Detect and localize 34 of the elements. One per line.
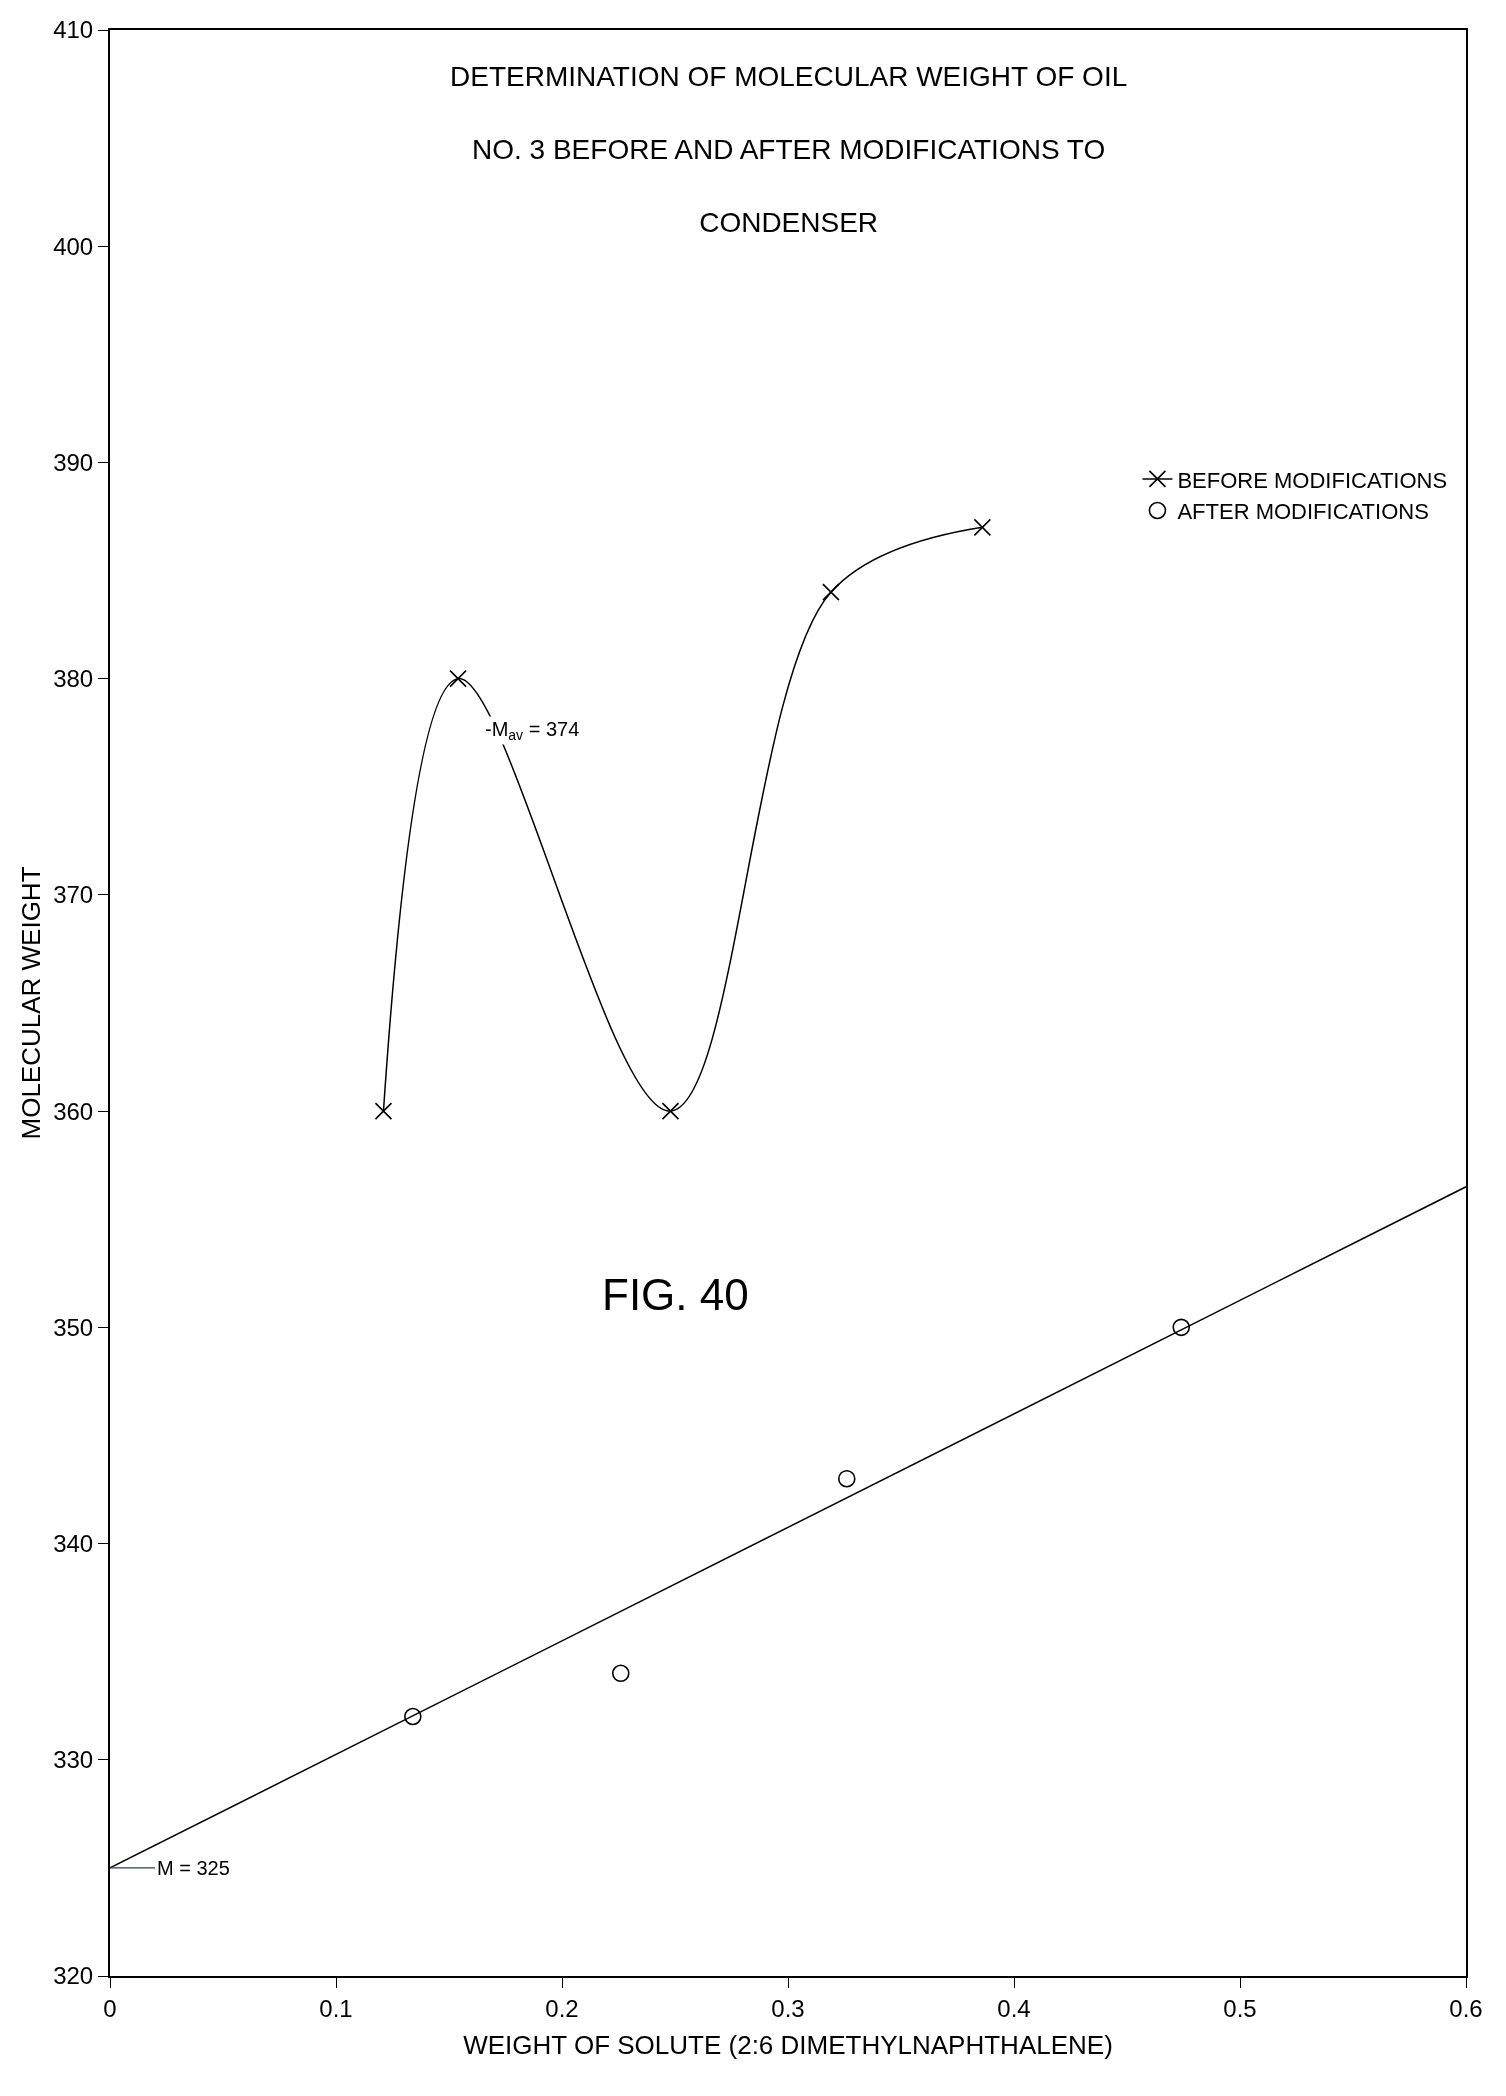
point (449, 669, 467, 688)
y-tick-label: 400 (53, 232, 94, 260)
y-tick-label: 320 (53, 1962, 94, 1990)
y-tick-label: 350 (53, 1313, 94, 1341)
y-tick-label: 330 (53, 1746, 94, 1774)
chart-title: DETERMINATION OF MOLECULAR WEIGHT OF OIL NO. 3 BEFORE AND AFTER MODIFICATIONS TO CONDENSER (450, 61, 1128, 238)
point (374, 1102, 393, 1120)
x-tick-label: 0.5 (1223, 1994, 1257, 2022)
x-tick-label: 0.4 (997, 1994, 1031, 2022)
x-tick-label: 0.6 (1449, 1994, 1483, 2022)
y-tick-label: 390 (53, 448, 94, 476)
y-tick-label: 360 (53, 1097, 94, 1125)
point (661, 1102, 680, 1120)
legend-label: AFTER MODIFICATIONS (1177, 499, 1429, 525)
point (837, 1469, 856, 1488)
x-tick-label: 0.3 (771, 1994, 805, 2022)
x-axis-title: WEIGHT OF SOLUTE (2:6 DIMETHYLNAPHTHALENE) (463, 2030, 1113, 2060)
point (404, 1707, 422, 1726)
point (1172, 1318, 1191, 1337)
x-tick-label: 0.2 (545, 1994, 579, 2022)
y-tick-label: 370 (53, 881, 94, 909)
annotation: FIG. 40 (602, 1270, 749, 1319)
y-axis-title: MOLECULAR WEIGHT (16, 866, 47, 1140)
y-tick-label: 340 (53, 1529, 94, 1557)
point (822, 583, 840, 601)
legend-label: BEFORE MODIFICATIONS (1177, 467, 1448, 493)
point (611, 1664, 630, 1683)
y-tick-label: 410 (53, 16, 94, 44)
annotation: M = 325 (157, 1857, 230, 1879)
annotation: -M$_{av}$ = 374 (485, 718, 580, 744)
x-tick-label: 0 (103, 1994, 117, 2022)
x-tick-label: 0.1 (319, 1994, 353, 2022)
point (973, 518, 992, 537)
y-tick-label: 380 (53, 665, 94, 693)
